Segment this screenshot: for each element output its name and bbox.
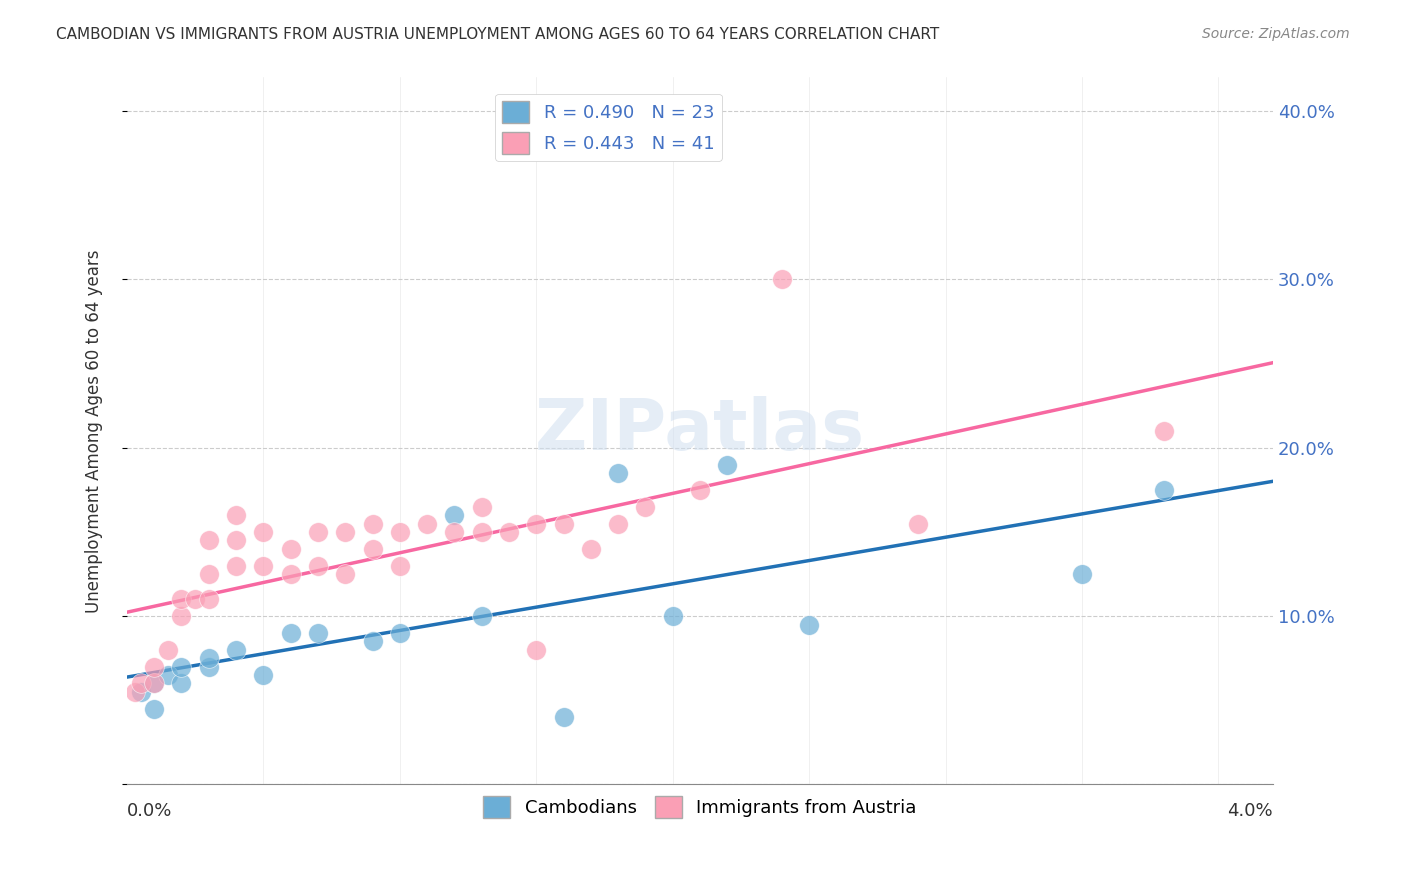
Point <box>280 541 302 556</box>
Text: Source: ZipAtlas.com: Source: ZipAtlas.com <box>1202 27 1350 41</box>
Point <box>1071 567 1094 582</box>
Point <box>252 668 274 682</box>
Point <box>388 524 411 539</box>
Point <box>307 626 329 640</box>
Point <box>170 609 193 624</box>
Point <box>361 516 384 531</box>
Legend: Cambodians, Immigrants from Austria: Cambodians, Immigrants from Austria <box>477 789 924 825</box>
Point <box>797 617 820 632</box>
Point <box>307 524 329 539</box>
Point <box>225 642 247 657</box>
Point <box>416 516 439 531</box>
Point <box>716 458 738 472</box>
Point <box>388 558 411 573</box>
Point <box>280 626 302 640</box>
Point <box>471 524 494 539</box>
Point <box>607 466 630 480</box>
Point <box>225 558 247 573</box>
Point <box>170 676 193 690</box>
Point <box>197 659 219 673</box>
Point <box>143 659 166 673</box>
Y-axis label: Unemployment Among Ages 60 to 64 years: Unemployment Among Ages 60 to 64 years <box>86 249 103 613</box>
Point <box>143 701 166 715</box>
Point <box>197 651 219 665</box>
Point <box>361 541 384 556</box>
Text: 4.0%: 4.0% <box>1227 802 1272 820</box>
Point <box>197 592 219 607</box>
Point <box>388 626 411 640</box>
Point <box>280 567 302 582</box>
Point <box>129 676 152 690</box>
Point <box>524 516 547 531</box>
Point <box>471 609 494 624</box>
Point <box>1153 483 1175 497</box>
Point <box>197 533 219 548</box>
Point <box>361 634 384 648</box>
Point <box>1153 424 1175 438</box>
Point <box>443 524 465 539</box>
Point <box>770 272 793 286</box>
Point <box>443 508 465 522</box>
Point <box>307 558 329 573</box>
Point <box>498 524 520 539</box>
Text: 0.0%: 0.0% <box>127 802 173 820</box>
Point <box>124 685 146 699</box>
Text: CAMBODIAN VS IMMIGRANTS FROM AUSTRIA UNEMPLOYMENT AMONG AGES 60 TO 64 YEARS CORR: CAMBODIAN VS IMMIGRANTS FROM AUSTRIA UNE… <box>56 27 939 42</box>
Point <box>335 524 357 539</box>
Point <box>252 524 274 539</box>
Point <box>143 676 166 690</box>
Point <box>252 558 274 573</box>
Point <box>579 541 602 556</box>
Point <box>907 516 929 531</box>
Point <box>225 508 247 522</box>
Point <box>156 642 179 657</box>
Point <box>197 567 219 582</box>
Point <box>689 483 711 497</box>
Point <box>143 676 166 690</box>
Point <box>607 516 630 531</box>
Point <box>156 668 179 682</box>
Point <box>225 533 247 548</box>
Point <box>170 592 193 607</box>
Point <box>129 685 152 699</box>
Text: ZIPatlas: ZIPatlas <box>534 396 865 466</box>
Point <box>553 516 575 531</box>
Point <box>471 500 494 514</box>
Point <box>661 609 683 624</box>
Point <box>634 500 657 514</box>
Point <box>170 659 193 673</box>
Point <box>553 710 575 724</box>
Point <box>335 567 357 582</box>
Point <box>524 642 547 657</box>
Point <box>184 592 207 607</box>
